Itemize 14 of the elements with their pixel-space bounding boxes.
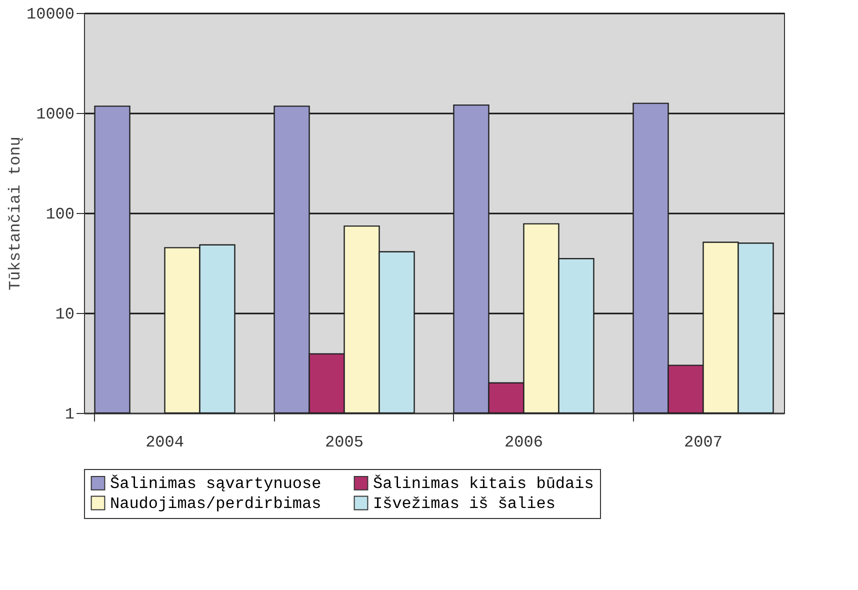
x-tick-label: 2005 <box>325 434 364 452</box>
x-tick-label: 2007 <box>684 434 722 452</box>
x-tick-label: 2006 <box>504 434 543 452</box>
legend-label: Šalinimas sąvartynuose <box>110 474 322 494</box>
y-axis-title: Tūkstančiai tonų <box>6 136 24 290</box>
y-tick-label: 10000 <box>26 6 74 24</box>
y-tick-label: 10 <box>55 306 74 324</box>
legend-label: Išvežimas iš šalies <box>373 495 556 513</box>
legend-label: Naudojimas/perdirbimas <box>110 495 322 513</box>
y-tick-label: 1000 <box>36 106 74 124</box>
legend-label: Šalinimas kitais būdais <box>373 474 594 494</box>
x-tick-label: 2004 <box>146 434 184 452</box>
y-tick-label: 100 <box>46 206 74 224</box>
y-tick-label: 1 <box>64 406 74 424</box>
